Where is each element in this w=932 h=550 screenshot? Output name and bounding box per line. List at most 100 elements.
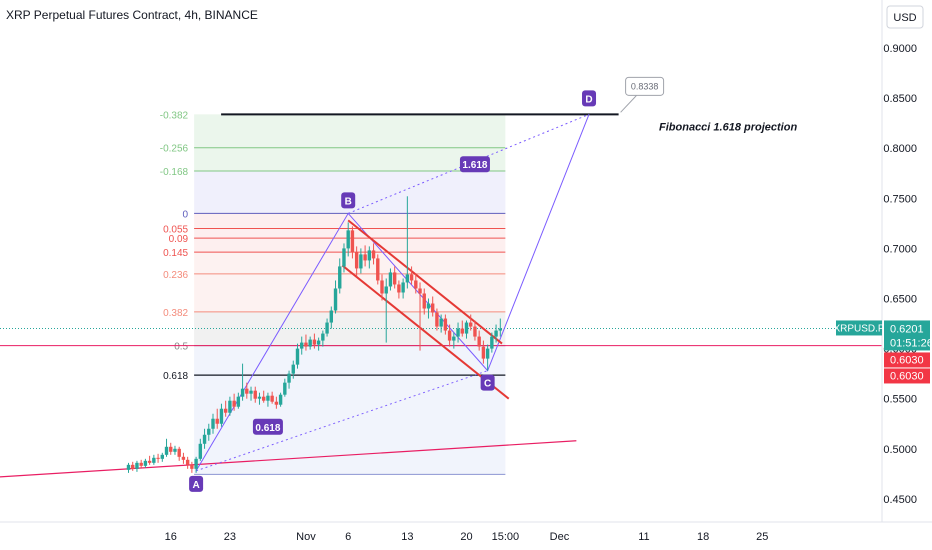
fib-level-label: 0 [183, 209, 189, 220]
point-b-badge[interactable] [341, 192, 356, 209]
candle-body [485, 348, 490, 359]
point-c-badge[interactable] [480, 374, 495, 391]
fib-zone [194, 375, 506, 475]
candle-body [414, 280, 418, 289]
candle-body [397, 284, 401, 293]
fib-level-label: -0.168 [160, 167, 189, 178]
candle-body [126, 464, 131, 470]
candle-body [490, 336, 494, 349]
mark-price-tag [884, 368, 930, 384]
candle-body [338, 266, 342, 289]
candle-body [266, 395, 270, 401]
candle-body [498, 328, 502, 331]
symbol-tag-label: XRPUSD.P [833, 323, 884, 334]
candle-body [409, 274, 414, 281]
candle-body [236, 396, 241, 407]
fib-level-label: 0.5 [174, 342, 188, 353]
candle-body [481, 346, 486, 359]
candle-body [401, 282, 405, 293]
candle-body [262, 396, 266, 401]
time-tick-label: 25 [756, 531, 768, 543]
candle-body [270, 395, 274, 402]
fib-zone [194, 147, 506, 171]
time-tick-label: 23 [224, 531, 236, 543]
price-tick-label: 0.8000 [883, 143, 917, 155]
callout-pointer [620, 94, 637, 113]
candle-body [469, 322, 473, 327]
candle-body [426, 303, 431, 309]
point-a-badge[interactable] [189, 475, 204, 492]
candle-body [304, 342, 308, 347]
candle-body [194, 458, 198, 469]
candle-body [253, 390, 257, 399]
ratio-line-ac[interactable] [195, 370, 488, 472]
candle-body [156, 457, 160, 459]
candle-body [329, 310, 333, 323]
candle-body [190, 464, 194, 469]
candle-body [447, 330, 452, 341]
candle-body [278, 394, 283, 405]
candle-body [147, 460, 152, 463]
ratio-badge-label: 1.618 [462, 160, 487, 171]
candle-body [473, 326, 477, 337]
fib-level-label: -0.382 [160, 110, 189, 121]
point-d-badge[interactable] [582, 90, 597, 107]
fib-zone [194, 252, 506, 274]
current-price-tag [884, 320, 930, 351]
candle-body [452, 336, 456, 341]
pattern-markers[interactable]: A B C D 1.618 0.618 0.8338 Fibonacci 1.618 proj… [189, 76, 797, 492]
time-axis[interactable]: 16 23 Nov 6 13 20 15:00 Dec 11 18 25 [165, 531, 769, 543]
ratio-badge[interactable] [252, 418, 283, 435]
candle-body [295, 348, 300, 365]
fib-level-label: 0.236 [163, 270, 188, 281]
currency-button[interactable] [886, 5, 924, 29]
pink-trendline[interactable] [0, 440, 577, 478]
time-tick-label: 13 [401, 531, 413, 543]
price-axis-background [882, 0, 932, 522]
price-axis[interactable]: 0.90000.85000.80000.75000.70000.65000.60… [883, 43, 917, 506]
candle-body [342, 248, 346, 267]
current-price-value: 0.6201 [890, 323, 924, 335]
candle-body [456, 328, 460, 337]
fib-zone [194, 273, 506, 312]
price-tick-label: 0.7000 [883, 243, 917, 255]
candle-body [312, 339, 317, 345]
fib-level-label: 0.09 [169, 234, 189, 245]
channel-upper[interactable] [347, 219, 503, 345]
fib-zone [194, 345, 506, 376]
drawings[interactable] [0, 113, 882, 478]
candle-body [143, 460, 148, 466]
fib-zone [194, 114, 506, 148]
candle-body [464, 322, 469, 334]
symbol-tag [836, 320, 882, 336]
candle-body [460, 328, 464, 334]
candle-body [439, 318, 443, 327]
fib-level-label: 0.145 [163, 248, 188, 259]
candle-body [388, 272, 393, 287]
price-tick-label: 0.4500 [883, 494, 917, 506]
point-a-badge-label: A [192, 480, 199, 491]
candles [126, 196, 502, 473]
candle-body [173, 448, 177, 452]
candle-body [333, 288, 338, 311]
pattern-path[interactable] [195, 114, 590, 472]
candle-body [325, 322, 329, 334]
chart-title: XRP Perpetual Futures Contract, 4h, BINA… [6, 8, 258, 22]
candle-body [152, 457, 156, 463]
target-callout[interactable] [625, 76, 665, 96]
candle-body [418, 288, 422, 294]
time-tick-label: 11 [638, 531, 649, 543]
candle-body [443, 318, 448, 331]
candle-body [202, 434, 207, 444]
candle-body [367, 250, 372, 261]
candle-body [169, 446, 173, 452]
candle-body [392, 272, 397, 285]
candle-body [249, 390, 253, 394]
candle-body [198, 443, 203, 459]
candle-body [232, 400, 236, 407]
mark-price-tag [884, 352, 930, 368]
candle-body [283, 382, 287, 395]
candle-body [291, 364, 295, 374]
ratio-badge[interactable] [459, 156, 490, 173]
